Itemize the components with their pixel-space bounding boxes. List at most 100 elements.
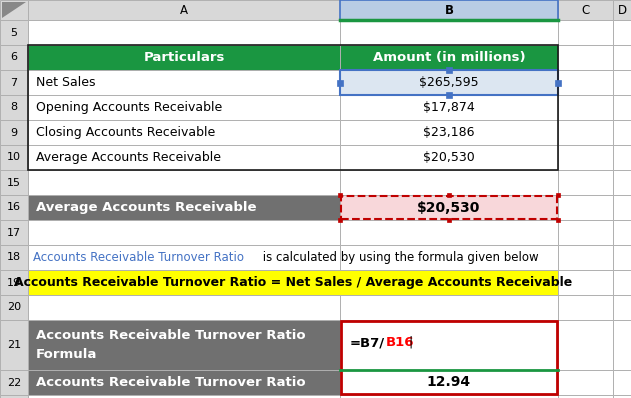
Text: A: A <box>180 4 188 16</box>
Text: 20: 20 <box>7 302 21 312</box>
Bar <box>28 195 340 220</box>
Bar <box>0 145 28 170</box>
Bar <box>613 145 631 170</box>
Bar <box>558 145 613 170</box>
Bar <box>340 0 558 20</box>
Bar <box>613 120 631 145</box>
Bar <box>558 320 613 370</box>
Text: $23,186: $23,186 <box>423 126 475 139</box>
Text: 18: 18 <box>7 252 21 263</box>
Text: 10: 10 <box>7 152 21 162</box>
Bar <box>28 170 340 195</box>
Text: Amount (in millions): Amount (in millions) <box>373 51 526 64</box>
Bar <box>613 20 631 45</box>
Text: $17,874: $17,874 <box>423 101 475 114</box>
Bar <box>613 220 631 245</box>
Text: Accounts Receivable Turnover Ratio = Net Sales / Average Accounts Receivable: Accounts Receivable Turnover Ratio = Net… <box>14 276 572 289</box>
Bar <box>341 321 557 394</box>
Bar <box>0 245 28 270</box>
Bar <box>558 220 613 245</box>
Bar <box>28 20 340 45</box>
Text: $20,530: $20,530 <box>423 151 475 164</box>
Bar <box>447 218 451 222</box>
Bar <box>340 320 558 370</box>
Text: Opening Accounts Receivable: Opening Accounts Receivable <box>36 101 222 114</box>
Bar <box>28 120 340 145</box>
Bar <box>558 120 613 145</box>
Bar <box>446 92 452 98</box>
Text: $20,530: $20,530 <box>417 201 481 215</box>
Bar <box>28 45 558 170</box>
Text: 16: 16 <box>7 203 21 213</box>
Bar <box>28 220 340 245</box>
Bar <box>558 195 613 220</box>
Bar <box>28 320 340 370</box>
Bar <box>28 70 340 95</box>
Bar <box>613 45 631 70</box>
Text: Closing Accounts Receivable: Closing Accounts Receivable <box>36 126 215 139</box>
Bar <box>613 320 631 370</box>
Text: Particulars: Particulars <box>143 51 225 64</box>
Text: |: | <box>408 336 412 349</box>
Bar <box>340 45 558 70</box>
Bar <box>28 270 558 295</box>
Bar <box>558 170 613 195</box>
Bar <box>558 45 613 70</box>
Text: Average Accounts Receivable: Average Accounts Receivable <box>36 201 256 214</box>
Bar <box>0 320 28 370</box>
Bar <box>340 195 558 220</box>
Bar <box>0 170 28 195</box>
Bar <box>340 170 558 195</box>
Text: Net Sales: Net Sales <box>36 76 95 89</box>
Text: B16: B16 <box>386 336 415 349</box>
Bar <box>0 20 28 45</box>
Bar <box>613 395 631 398</box>
Polygon shape <box>2 2 26 18</box>
Bar <box>613 195 631 220</box>
Bar <box>0 95 28 120</box>
Bar <box>340 295 558 320</box>
Bar <box>340 145 558 170</box>
Bar <box>0 295 28 320</box>
Text: $265,595: $265,595 <box>419 76 479 89</box>
Bar <box>0 70 28 95</box>
Bar <box>340 120 558 145</box>
Text: C: C <box>581 4 589 16</box>
Bar <box>613 0 631 20</box>
Text: B: B <box>444 4 454 16</box>
Bar <box>28 0 340 20</box>
Text: 12.94: 12.94 <box>427 375 471 390</box>
Text: 19: 19 <box>7 277 21 287</box>
Bar <box>613 270 631 295</box>
Bar <box>613 295 631 320</box>
Text: 22: 22 <box>7 377 21 388</box>
Bar <box>340 320 558 370</box>
Bar <box>28 270 340 295</box>
Bar <box>558 295 613 320</box>
Text: Accounts Receivable Turnover Ratio: Accounts Receivable Turnover Ratio <box>33 251 244 264</box>
Bar <box>0 270 28 295</box>
Bar <box>0 395 28 398</box>
Bar <box>340 95 558 120</box>
Text: =B7/: =B7/ <box>350 336 385 349</box>
Bar <box>341 196 557 219</box>
Bar <box>558 0 613 20</box>
Bar <box>340 270 558 295</box>
Bar <box>0 220 28 245</box>
Bar <box>558 245 613 270</box>
Bar <box>28 370 340 395</box>
Text: 8: 8 <box>11 103 18 113</box>
Bar <box>28 395 340 398</box>
Bar <box>613 95 631 120</box>
Bar <box>340 370 558 395</box>
Bar <box>447 193 451 197</box>
Text: 7: 7 <box>11 78 18 88</box>
Bar <box>613 370 631 395</box>
Bar <box>28 245 340 270</box>
Text: 17: 17 <box>7 228 21 238</box>
Bar <box>0 370 28 395</box>
Text: 9: 9 <box>11 127 18 137</box>
Bar <box>558 20 613 45</box>
Bar <box>338 218 342 222</box>
Bar <box>340 220 558 245</box>
